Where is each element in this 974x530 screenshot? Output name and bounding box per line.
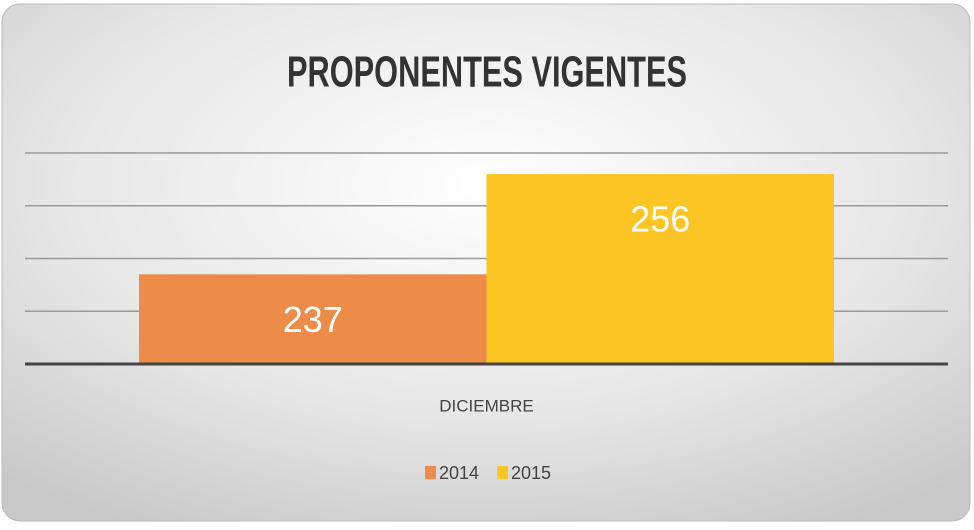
chart-background [1,3,971,522]
legend-label: 2015 [511,463,551,483]
legend-swatch [497,466,508,479]
chart-title: PROPONENTES VIGENTES [287,48,687,97]
legend-swatch [425,466,436,479]
data-label: 237 [283,299,343,340]
data-label: 256 [630,199,690,240]
legend-label: 2014 [439,463,479,483]
bar [486,174,834,364]
bar [139,274,487,364]
x-tick-label: DICIEMBRE [439,396,533,415]
